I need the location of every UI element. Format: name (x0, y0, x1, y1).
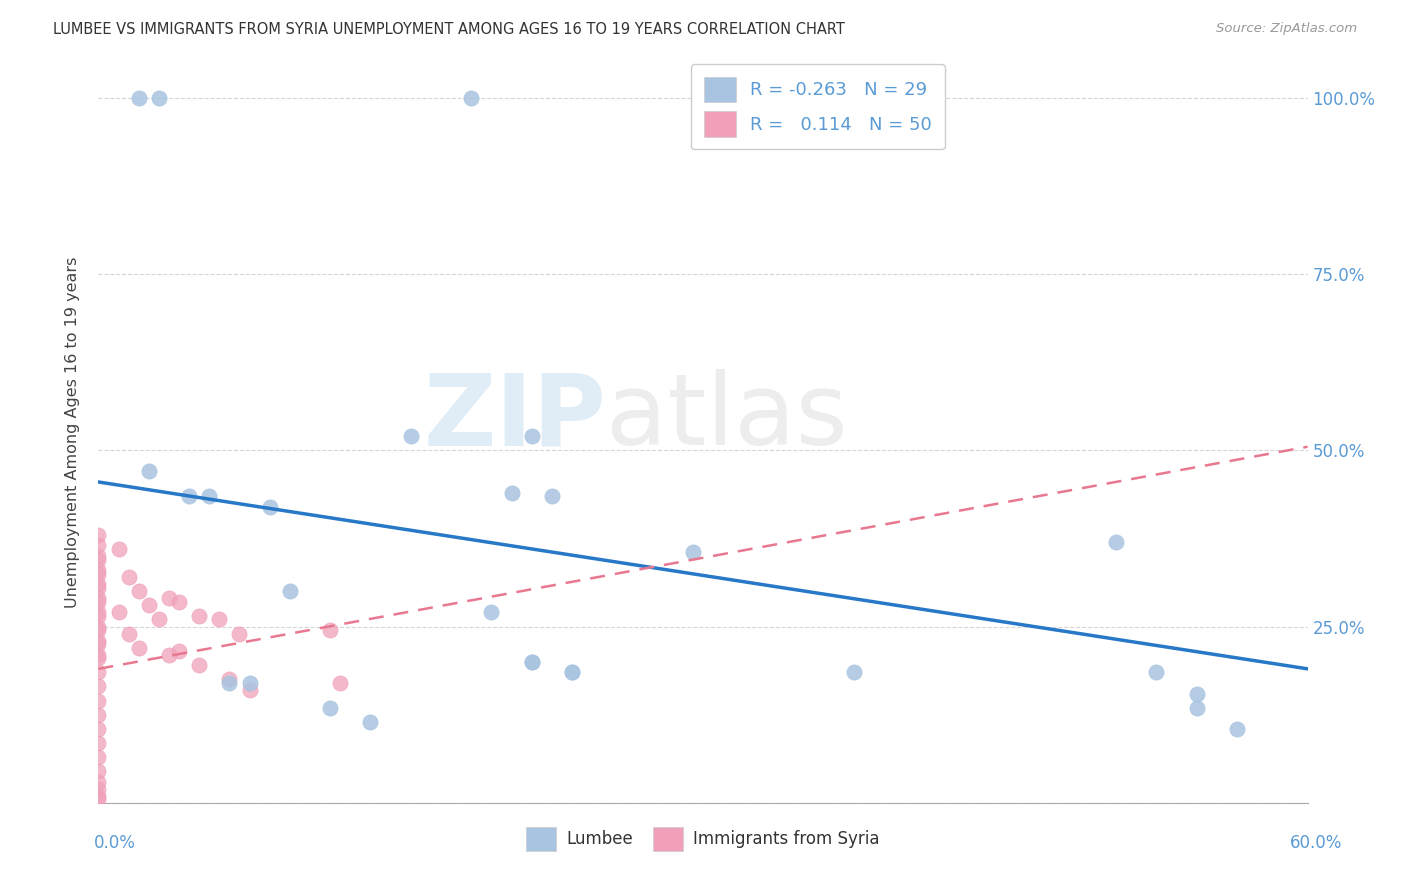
Point (188, 609, 211, 624)
Point (87, 750, 110, 764)
Point (844, 665, 866, 680)
Point (87, 680, 110, 694)
Point (138, 599, 160, 613)
Point (198, 489, 221, 503)
Point (481, 606, 503, 620)
Point (148, 91, 170, 105)
Point (87, 577, 110, 591)
Point (239, 683, 262, 698)
Point (87, 764, 110, 778)
Point (87, 648, 110, 662)
Legend: Lumbee, Immigrants from Syria: Lumbee, Immigrants from Syria (520, 821, 886, 857)
Point (87, 591, 110, 606)
Point (1185, 686, 1208, 700)
Point (87, 722, 110, 736)
Text: ZIP: ZIP (423, 369, 606, 467)
Point (157, 591, 180, 606)
Point (128, 640, 150, 655)
Point (218, 676, 240, 690)
Point (118, 626, 141, 640)
Point (87, 633, 110, 648)
Point (167, 644, 190, 658)
Point (239, 676, 262, 690)
Point (87, 707, 110, 722)
Point (1226, 722, 1249, 736)
Point (561, 665, 583, 680)
Point (87, 665, 110, 680)
Text: 60.0%: 60.0% (1291, 834, 1343, 852)
Point (128, 584, 150, 599)
Point (87, 538, 110, 552)
Point (118, 570, 141, 584)
Point (319, 700, 342, 714)
Point (278, 584, 301, 599)
Text: atlas: atlas (606, 369, 848, 467)
Point (218, 673, 240, 687)
Point (87, 774, 110, 789)
Point (87, 563, 110, 577)
Point (157, 648, 180, 662)
Point (1105, 535, 1128, 549)
Point (87, 566, 110, 581)
Point (87, 606, 110, 620)
Point (682, 545, 704, 559)
Point (188, 658, 211, 673)
Point (87, 792, 110, 806)
Text: LUMBEE VS IMMIGRANTS FROM SYRIA UNEMPLOYMENT AMONG AGES 16 TO 19 YEARS CORRELATI: LUMBEE VS IMMIGRANTS FROM SYRIA UNEMPLOY… (53, 22, 845, 37)
Point (360, 714, 382, 729)
Point (148, 612, 170, 626)
Point (501, 485, 523, 500)
Point (460, 91, 482, 105)
Point (399, 429, 422, 443)
Point (107, 606, 129, 620)
Point (87, 595, 110, 609)
Point (167, 595, 190, 609)
Point (1185, 700, 1208, 714)
Point (179, 489, 201, 503)
Point (319, 623, 342, 637)
Point (259, 500, 281, 514)
Point (520, 429, 543, 443)
Point (87, 623, 110, 637)
Point (87, 528, 110, 542)
Point (128, 91, 150, 105)
Point (520, 655, 543, 669)
Point (87, 637, 110, 651)
Point (87, 789, 110, 803)
Text: Source: ZipAtlas.com: Source: ZipAtlas.com (1216, 22, 1357, 36)
Point (87, 736, 110, 750)
Point (329, 676, 352, 690)
Point (208, 612, 231, 626)
Point (87, 693, 110, 707)
Point (107, 541, 129, 556)
Point (87, 549, 110, 563)
Point (561, 665, 583, 680)
Y-axis label: Unemployment Among Ages 16 to 19 years: Unemployment Among Ages 16 to 19 years (65, 257, 80, 608)
Point (228, 626, 250, 640)
Point (87, 581, 110, 595)
Point (540, 489, 562, 503)
Point (138, 464, 160, 478)
Point (1146, 665, 1168, 680)
Text: 0.0%: 0.0% (94, 834, 136, 852)
Point (87, 619, 110, 633)
Point (87, 781, 110, 796)
Point (87, 609, 110, 624)
Point (520, 655, 543, 669)
Point (87, 552, 110, 566)
Point (87, 651, 110, 665)
